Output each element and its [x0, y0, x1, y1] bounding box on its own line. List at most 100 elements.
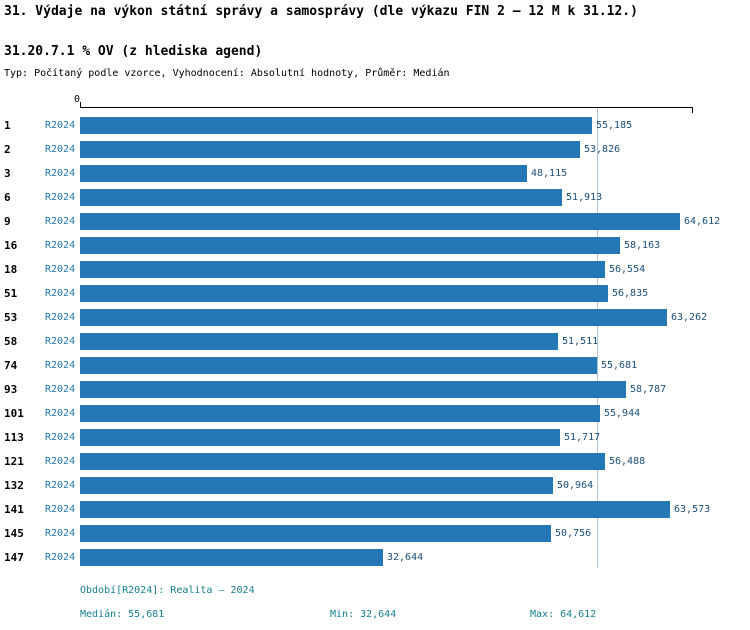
row-category-label: 1: [4, 119, 11, 132]
row-series-label[interactable]: R2024: [45, 144, 76, 155]
bar-track: 48,115: [80, 165, 750, 182]
summary-stats: Medián: 55,681 Min: 32,644 Max: 64,612: [0, 609, 750, 623]
chart-subtitle: 31.20.7.1 % OV (z hlediska agend): [4, 44, 263, 59]
bar-value-label: 51,913: [566, 192, 603, 203]
bar-track: 56,835: [80, 285, 750, 302]
chart-row: 51 R2024 56,835: [0, 282, 750, 306]
chart-row: 121 R2024 56,488: [0, 450, 750, 474]
bar-track: 51,511: [80, 333, 750, 350]
bar-track: 55,681: [80, 357, 750, 374]
bar-track: 51,717: [80, 429, 750, 446]
row-category-label: 58: [4, 335, 18, 348]
row-series-label[interactable]: R2024: [45, 528, 76, 539]
page-title: 31. Výdaje na výkon státní správy a samo…: [4, 4, 638, 19]
axis-tick-left: [80, 102, 81, 108]
bar-value-label: 64,612: [684, 216, 721, 227]
bar-value-label: 55,681: [601, 360, 638, 371]
bar-track: 53,826: [80, 141, 750, 158]
bar-track: 50,756: [80, 525, 750, 542]
chart-row: 113 R2024 51,717: [0, 426, 750, 450]
chart-row: 6 R2024 51,913: [0, 186, 750, 210]
bar: [80, 357, 597, 374]
row-series-label[interactable]: R2024: [45, 336, 76, 347]
row-series-label[interactable]: R2024: [45, 288, 76, 299]
bar-value-label: 51,717: [564, 432, 601, 443]
chart-meta-line: Typ: Počítaný podle vzorce, Vyhodnocení:…: [4, 68, 450, 79]
chart-row: 53 R2024 63,262: [0, 306, 750, 330]
row-series-label[interactable]: R2024: [45, 192, 76, 203]
bar-value-label: 53,826: [584, 144, 621, 155]
chart-row: 2 R2024 53,826: [0, 138, 750, 162]
median-stat: Medián: 55,681: [80, 609, 165, 620]
bar-value-label: 56,488: [609, 456, 646, 467]
row-series-label[interactable]: R2024: [45, 456, 76, 467]
bar: [80, 237, 620, 254]
bar: [80, 501, 670, 518]
row-category-label: 18: [4, 263, 18, 276]
row-series-label[interactable]: R2024: [45, 120, 76, 131]
chart-row: 58 R2024 51,511: [0, 330, 750, 354]
row-category-label: 16: [4, 239, 18, 252]
row-category-label: 74: [4, 359, 18, 372]
bar-track: 50,964: [80, 477, 750, 494]
period-label: Období[R2024]: Realita – 2024: [80, 585, 255, 596]
row-series-label[interactable]: R2024: [45, 312, 76, 323]
bar-value-label: 50,756: [555, 528, 592, 539]
bar: [80, 525, 551, 542]
bar-track: 55,185: [80, 117, 750, 134]
row-series-label[interactable]: R2024: [45, 168, 76, 179]
bar-track: 55,944: [80, 405, 750, 422]
chart-row: 74 R2024 55,681: [0, 354, 750, 378]
bar: [80, 549, 383, 566]
row-series-label[interactable]: R2024: [45, 432, 76, 443]
row-category-label: 113: [4, 431, 24, 444]
bar-track: 51,913: [80, 189, 750, 206]
chart-row: 145 R2024 50,756: [0, 522, 750, 546]
chart-row: 101 R2024 55,944: [0, 402, 750, 426]
row-series-label[interactable]: R2024: [45, 384, 76, 395]
bar-value-label: 32,644: [387, 552, 424, 563]
bar-track: 63,262: [80, 309, 750, 326]
bar-track: 58,163: [80, 237, 750, 254]
axis-zero-label: 0: [73, 94, 80, 105]
bar: [80, 477, 553, 494]
row-series-label[interactable]: R2024: [45, 480, 76, 491]
bar-value-label: 56,554: [609, 264, 646, 275]
bar: [80, 189, 562, 206]
bar-chart: 0 1 R2024 55,185 2 R2024 53,826 3 R2024 …: [0, 92, 750, 574]
axis-tick-right: [692, 107, 693, 113]
bar: [80, 117, 592, 134]
row-category-label: 145: [4, 527, 24, 540]
chart-rows: 1 R2024 55,185 2 R2024 53,826 3 R2024 48…: [0, 114, 750, 570]
bar-value-label: 56,835: [612, 288, 649, 299]
row-category-label: 132: [4, 479, 24, 492]
row-series-label[interactable]: R2024: [45, 552, 76, 563]
row-category-label: 2: [4, 143, 11, 156]
row-series-label[interactable]: R2024: [45, 216, 76, 227]
bar-value-label: 51,511: [562, 336, 599, 347]
bar: [80, 309, 667, 326]
chart-row: 93 R2024 58,787: [0, 378, 750, 402]
bar-track: 32,644: [80, 549, 750, 566]
bar: [80, 141, 580, 158]
bar-track: 64,612: [80, 213, 750, 230]
bar: [80, 405, 600, 422]
row-category-label: 9: [4, 215, 11, 228]
chart-row: 1 R2024 55,185: [0, 114, 750, 138]
bar-track: 56,488: [80, 453, 750, 470]
bar-value-label: 48,115: [531, 168, 568, 179]
row-series-label[interactable]: R2024: [45, 360, 76, 371]
bar-track: 56,554: [80, 261, 750, 278]
row-series-label[interactable]: R2024: [45, 264, 76, 275]
row-series-label[interactable]: R2024: [45, 504, 76, 515]
x-axis-line: [80, 107, 692, 108]
bar: [80, 429, 560, 446]
bar-track: 63,573: [80, 501, 750, 518]
bar-value-label: 63,573: [674, 504, 711, 515]
row-series-label[interactable]: R2024: [45, 408, 76, 419]
row-category-label: 3: [4, 167, 11, 180]
row-series-label[interactable]: R2024: [45, 240, 76, 251]
bar: [80, 213, 680, 230]
row-category-label: 147: [4, 551, 24, 564]
bar: [80, 165, 527, 182]
